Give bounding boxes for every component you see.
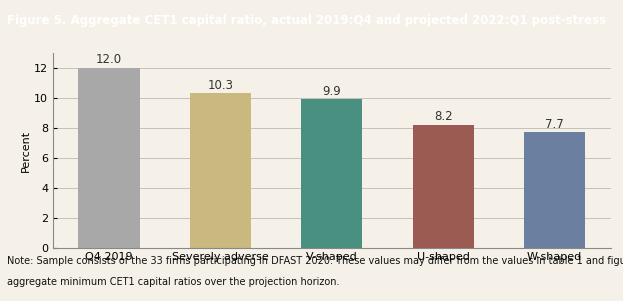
Text: 8.2: 8.2 xyxy=(434,110,452,123)
Bar xyxy=(524,132,585,248)
Text: Figure 5. Aggregate CET1 capital ratio, actual 2019:Q4 and projected 2022:Q1 pos: Figure 5. Aggregate CET1 capital ratio, … xyxy=(7,14,607,27)
Bar xyxy=(412,125,473,248)
Text: 9.9: 9.9 xyxy=(322,85,341,98)
Text: 7.7: 7.7 xyxy=(545,118,564,131)
Text: 12.0: 12.0 xyxy=(96,53,122,66)
Bar xyxy=(301,99,363,248)
Text: Note: Sample consists of the 33 firms participating in DFAST 2020. These values : Note: Sample consists of the 33 firms pa… xyxy=(7,256,623,266)
Text: 10.3: 10.3 xyxy=(207,79,234,92)
Bar xyxy=(190,93,251,248)
Text: aggregate minimum CET1 capital ratios over the projection horizon.: aggregate minimum CET1 capital ratios ov… xyxy=(7,277,340,287)
Bar xyxy=(78,68,140,248)
Y-axis label: Percent: Percent xyxy=(21,129,31,172)
